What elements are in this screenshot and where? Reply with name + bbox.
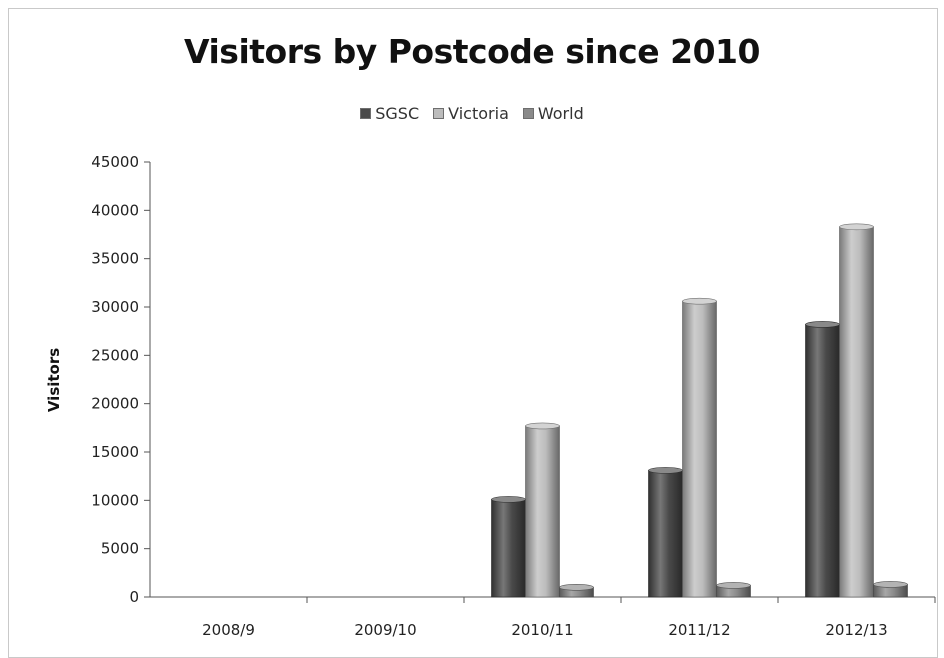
bar-sgsc-2 bbox=[491, 499, 526, 598]
bar-cap-world-4 bbox=[873, 581, 908, 588]
chart-legend: SGSC Victoria World bbox=[0, 104, 944, 123]
bar-cap-world-3 bbox=[716, 582, 751, 589]
x-tick-label: 2009/10 bbox=[354, 621, 416, 639]
bar-cap-sgsc-3 bbox=[648, 467, 683, 474]
y-tick-label: 0 bbox=[129, 588, 139, 606]
legend-label-sgsc: SGSC bbox=[375, 104, 420, 123]
bar-victoria-4 bbox=[839, 226, 874, 598]
y-axis-title: Visitors bbox=[45, 348, 63, 412]
y-tick-label: 45000 bbox=[91, 153, 139, 171]
chart-title: Visitors by Postcode since 2010 bbox=[184, 32, 760, 71]
legend-swatch-sgsc bbox=[360, 108, 372, 119]
bar-victoria-2 bbox=[525, 425, 560, 598]
y-tick-label: 20000 bbox=[91, 395, 139, 413]
bar-cap-world-2 bbox=[559, 584, 594, 591]
bar-cap-sgsc-4 bbox=[805, 321, 840, 328]
bar-sgsc-3 bbox=[648, 470, 683, 598]
legend-item-victoria: Victoria bbox=[433, 104, 509, 123]
legend-swatch-world bbox=[522, 108, 534, 119]
bar-cap-sgsc-2 bbox=[491, 496, 526, 503]
bar-sgsc-4 bbox=[805, 324, 840, 598]
x-tick-label: 2011/12 bbox=[668, 621, 730, 639]
bar-cap-victoria-3 bbox=[682, 297, 717, 305]
bar-victoria-3 bbox=[682, 300, 717, 598]
legend-label-victoria: Victoria bbox=[448, 104, 509, 123]
y-tick-label: 15000 bbox=[91, 443, 139, 461]
legend-item-world: World bbox=[522, 104, 584, 123]
y-tick-label: 40000 bbox=[91, 201, 139, 219]
y-tick-label: 30000 bbox=[91, 298, 139, 316]
chart-frame bbox=[8, 8, 938, 658]
x-tick-label: 2012/13 bbox=[825, 621, 887, 639]
y-tick-label: 10000 bbox=[91, 491, 139, 509]
legend-label-world: World bbox=[537, 104, 584, 123]
x-tick-label: 2008/9 bbox=[202, 621, 255, 639]
x-tick-label: 2010/11 bbox=[511, 621, 573, 639]
y-tick-label: 5000 bbox=[101, 540, 139, 558]
bar-cap-victoria-2 bbox=[525, 422, 560, 430]
legend-swatch-victoria bbox=[433, 108, 445, 119]
y-tick-label: 35000 bbox=[91, 250, 139, 268]
bar-cap-victoria-4 bbox=[839, 223, 874, 231]
legend-item-sgsc: SGSC bbox=[360, 104, 419, 123]
y-tick-label: 25000 bbox=[91, 346, 139, 364]
